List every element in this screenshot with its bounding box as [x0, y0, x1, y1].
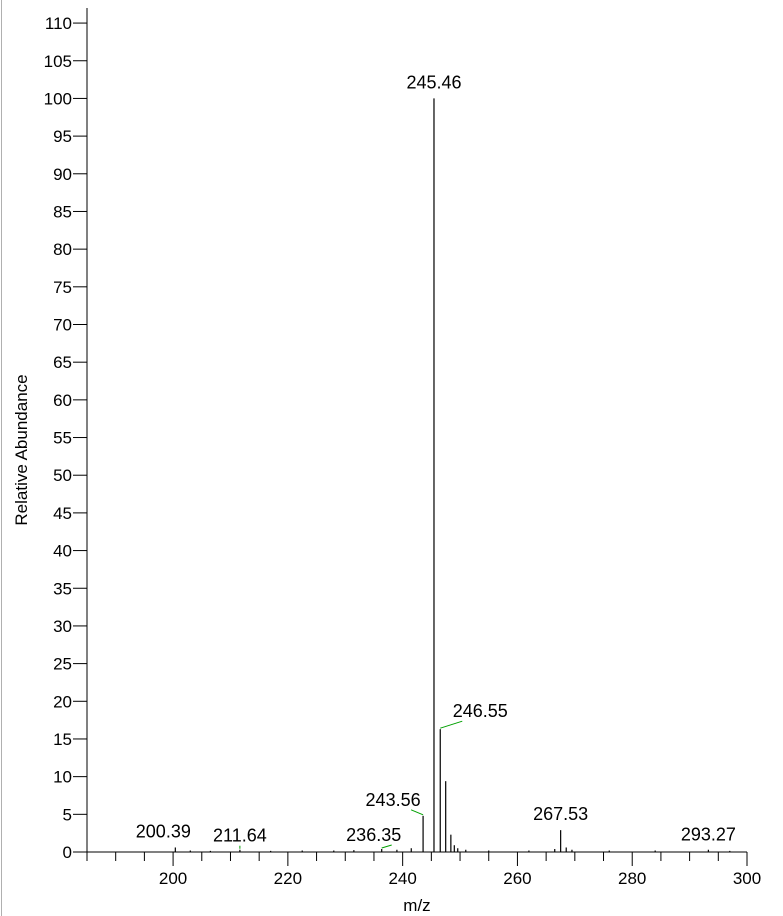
x-tick-label: 260 [503, 869, 531, 888]
y-tick-label: 30 [53, 617, 72, 636]
y-tick-label: 80 [53, 240, 72, 259]
y-tick-label: 40 [53, 542, 72, 561]
y-tick-label: 90 [53, 165, 72, 184]
x-tick-label: 240 [388, 869, 416, 888]
y-tick-label: 105 [44, 52, 72, 71]
y-tick-label: 5 [63, 805, 72, 824]
y-tick-label: 25 [53, 655, 72, 674]
y-tick-label: 110 [45, 14, 72, 33]
peak-label: 211.64 [213, 826, 267, 846]
y-tick-label: 75 [53, 278, 72, 297]
y-tick-label: 95 [53, 127, 72, 146]
x-tick-label: 220 [274, 869, 302, 888]
x-ticks: 200 220 240 260 280 300 [86, 852, 761, 888]
y-tick-label: 50 [53, 466, 72, 485]
peak-label: 246.55 [453, 701, 508, 721]
y-tick-label: 35 [53, 579, 72, 598]
y-tick-label: 20 [53, 692, 72, 711]
peak-annotations: 245.46 246.55 243.56 267.53 200.39 211.64 236.… [136, 72, 736, 849]
y-tick-label: 0 [63, 843, 72, 862]
y-tick-label: 60 [53, 391, 72, 410]
peak-label: 267.53 [533, 804, 588, 824]
y-tick-label: 10 [53, 768, 72, 787]
peak-label: 243.56 [366, 790, 421, 810]
peak-label: 236.35 [346, 825, 401, 845]
annotation-leader [381, 844, 392, 849]
y-tick-label: 45 [53, 504, 72, 523]
y-ticks: 0 5 10 15 20 25 30 35 40 45 50 55 60 65 70 75 80 85 90 95 10… [44, 14, 87, 862]
peak-label: 245.46 [406, 72, 461, 92]
x-tick-label: 200 [159, 869, 187, 888]
y-tick-label: 15 [53, 730, 72, 749]
annotation-leader [440, 720, 463, 729]
y-tick-label: 65 [53, 353, 72, 372]
peak-label: 293.27 [681, 825, 736, 845]
x-tick-label: 300 [733, 869, 761, 888]
y-tick-label: 70 [53, 316, 72, 335]
y-tick-label: 100 [44, 89, 72, 108]
annotation-leader [410, 809, 424, 816]
y-tick-label: 85 [53, 202, 72, 221]
x-axis-title: m/z [403, 896, 430, 915]
peak-label: 200.39 [136, 821, 191, 841]
y-tick-label: 55 [53, 429, 72, 448]
x-tick-label: 280 [618, 869, 646, 888]
y-axis-title: Relative Abundance [12, 374, 31, 525]
peaks [174, 98, 731, 852]
